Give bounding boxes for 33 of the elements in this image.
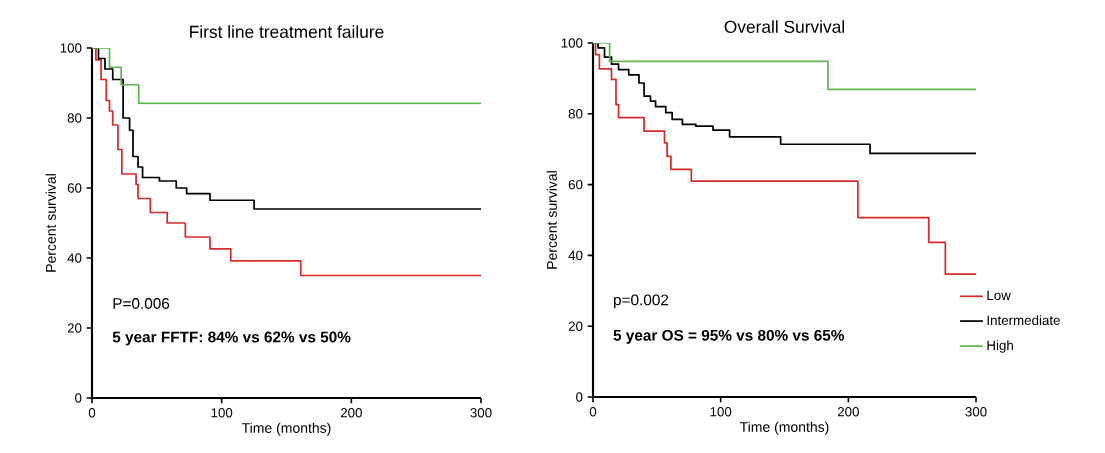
annotation: 5 year OS = 95% vs 80% vs 65%	[613, 329, 845, 344]
x-tick-label: 300	[965, 407, 987, 417]
annotation: p=0.002	[614, 294, 669, 309]
x-tick-label: 100	[211, 408, 233, 418]
x-tick-label: 300	[470, 408, 492, 418]
x-axis-title: Time (months)	[241, 422, 331, 436]
annotation: P=0.006	[113, 298, 170, 309]
y-tick-label: 100	[561, 38, 583, 48]
y-tick-label: 0	[75, 393, 82, 403]
annotation: 5 year FFTF: 84% vs 62% vs 50%	[112, 331, 351, 346]
y-tick-label: 60	[67, 183, 82, 193]
y-tick-label: 40	[67, 253, 82, 263]
x-tick-label: 100	[710, 407, 732, 417]
x-tick-label: 200	[340, 408, 362, 418]
y-tick-label: 80	[67, 113, 82, 123]
y-tick-label: 60	[568, 179, 583, 190]
x-tick-label: 0	[88, 408, 96, 418]
x-axis-title: Time (months)	[739, 421, 829, 435]
y-axis-title: Percent survival	[45, 174, 56, 272]
legend-label: Low	[987, 290, 1011, 301]
y-tick-label: 100	[60, 43, 82, 53]
y-tick-label: 0	[576, 392, 583, 402]
y-axis-title: Percent survival	[546, 171, 557, 269]
chart-title: First line treatment failure	[190, 25, 384, 38]
x-tick-label: 200	[837, 407, 859, 417]
chart-title: Overall Survival	[724, 20, 845, 33]
y-tick-label: 20	[67, 323, 82, 333]
y-tick-label: 40	[568, 250, 583, 261]
legend-label: High	[987, 340, 1013, 353]
y-tick-label: 80	[568, 109, 583, 119]
legend-label: Intermediate	[987, 315, 1060, 326]
x-tick-label: 0	[589, 407, 597, 417]
y-tick-label: 20	[568, 321, 583, 331]
